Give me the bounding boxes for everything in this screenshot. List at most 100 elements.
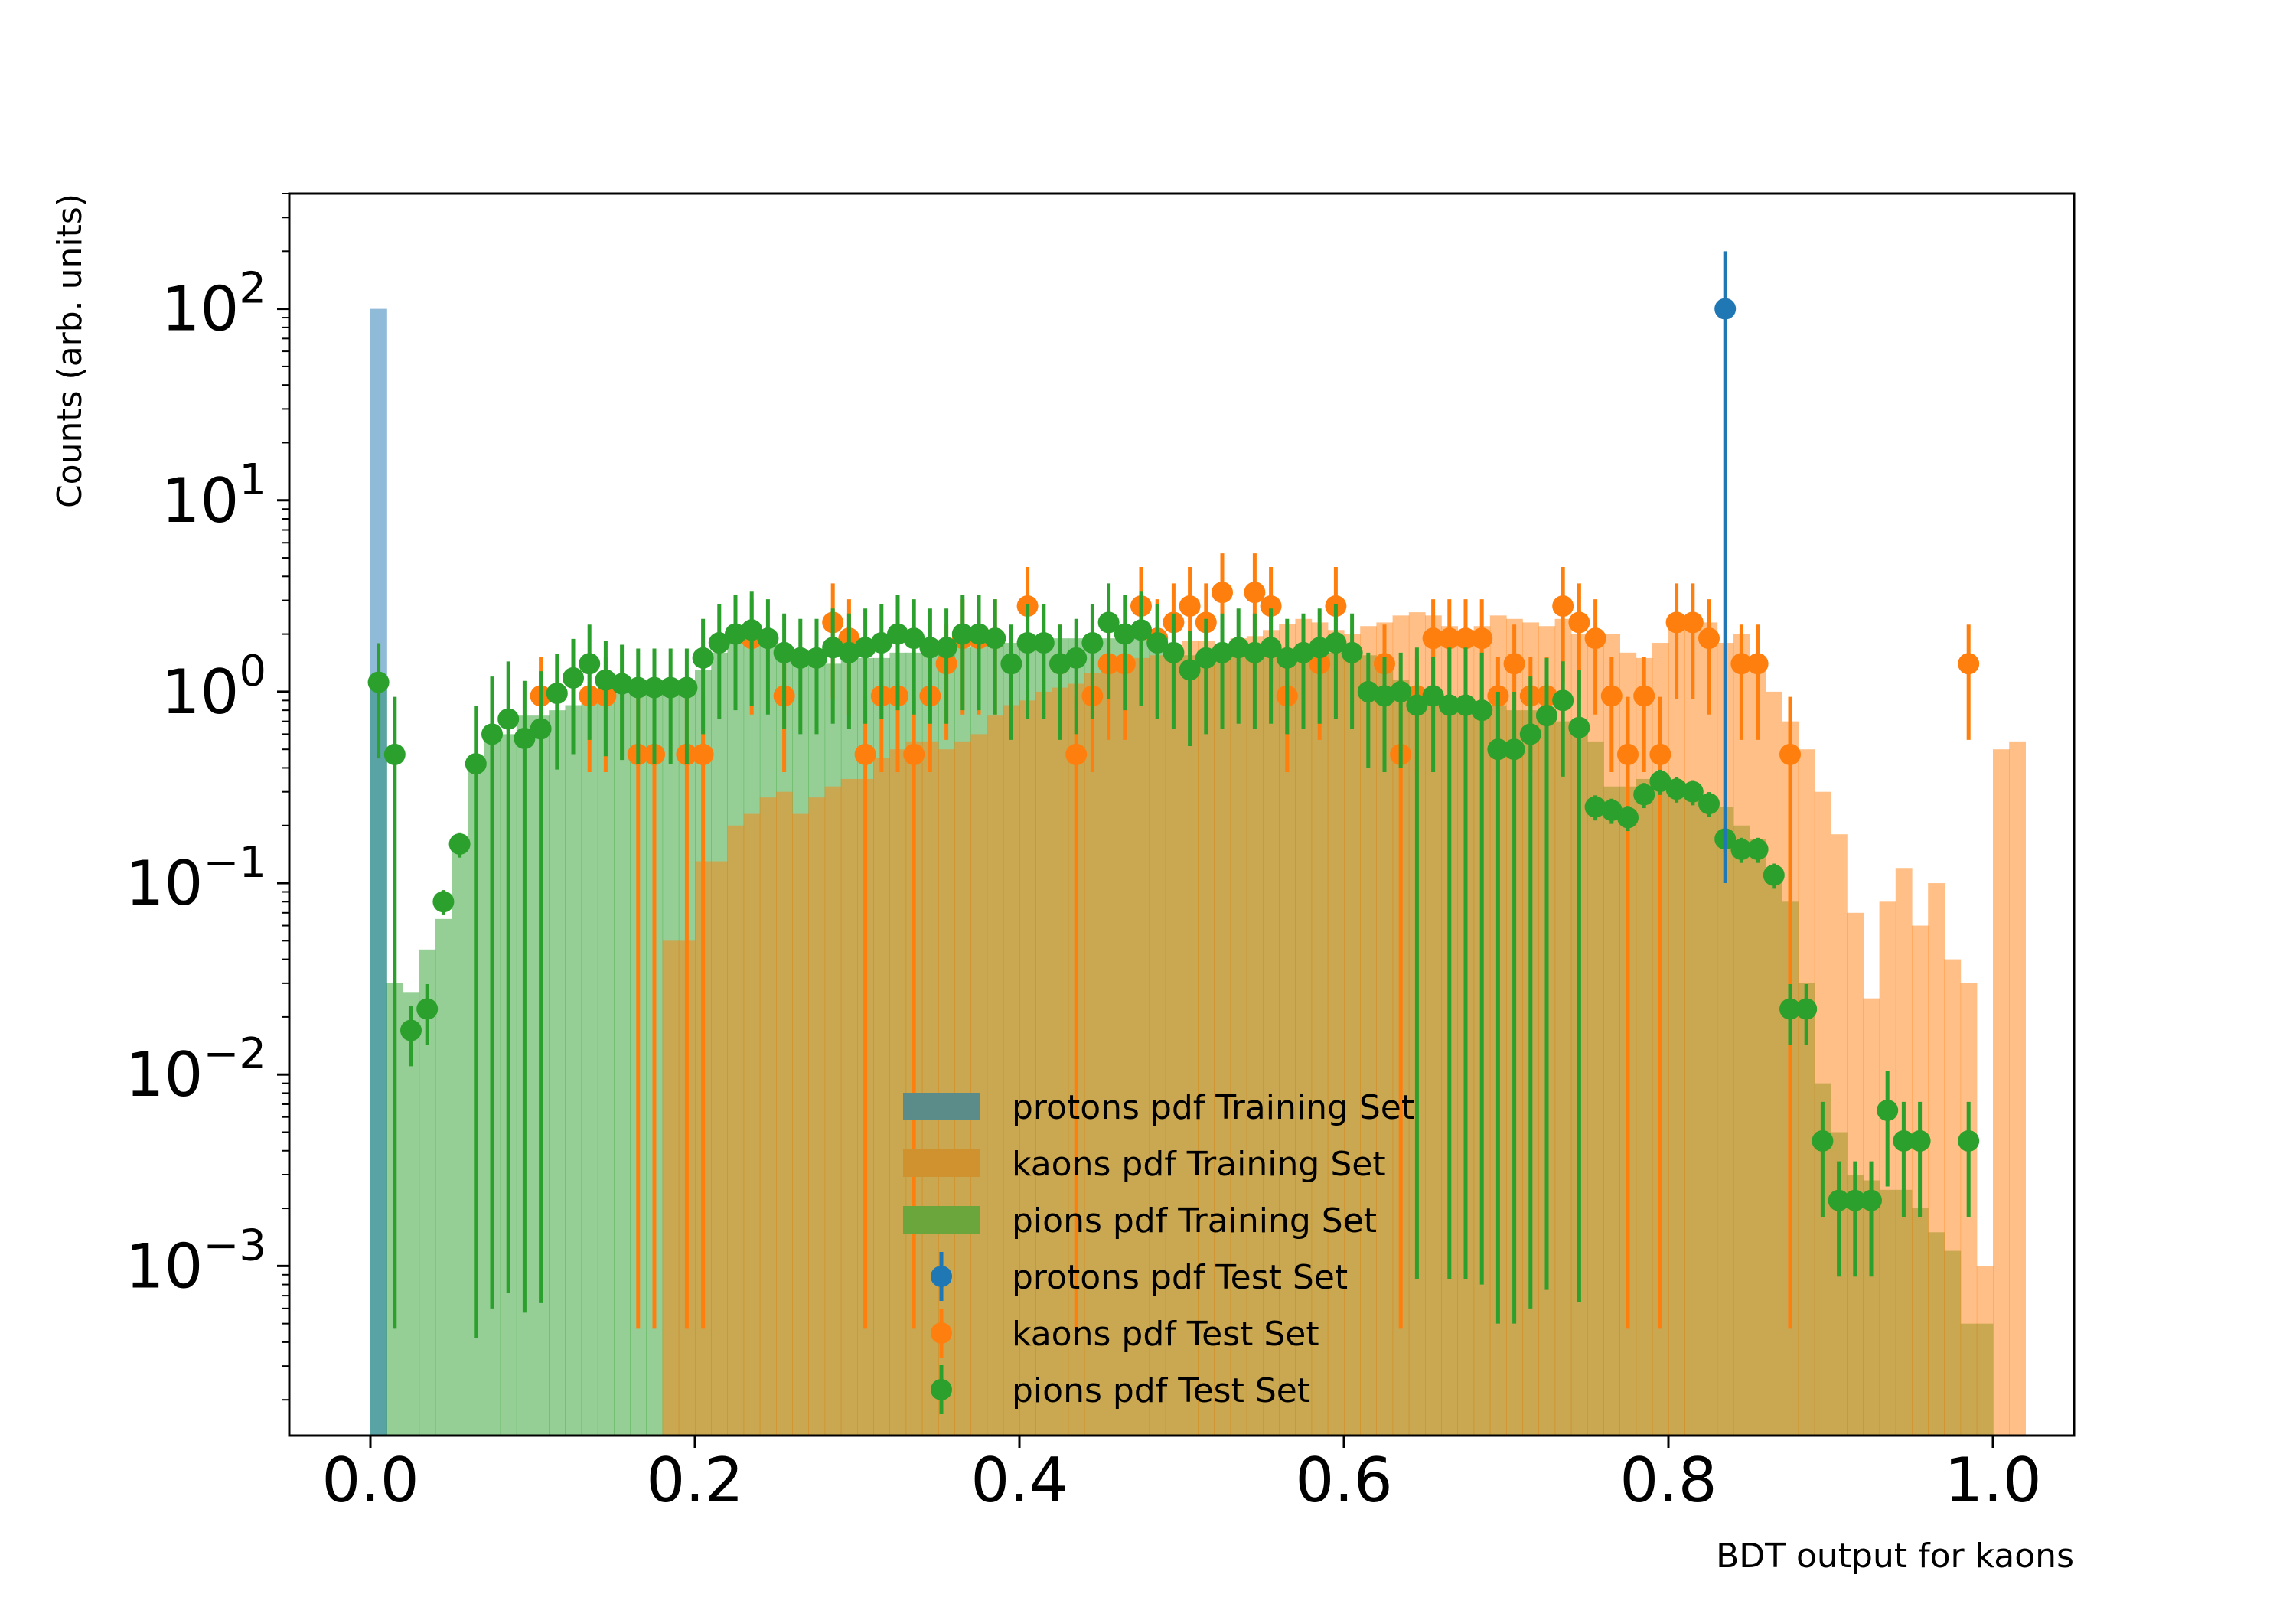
kaons-pdf-training-set-bin — [1198, 641, 1215, 1436]
kaons-pdf-test-set-point — [854, 743, 876, 765]
legend-entry-protons-pdf-test-set: protons pdf Test Set — [931, 1252, 1348, 1301]
pions-pdf-test-set-point — [757, 627, 779, 650]
pions-pdf-training-set-bin — [614, 687, 631, 1436]
kaons-pdf-test-set-point — [1568, 611, 1590, 634]
pions-pdf-test-set-point — [611, 673, 633, 695]
kaons-pdf-training-set-bin — [1149, 655, 1166, 1436]
pions-pdf-test-set-point — [1746, 839, 1769, 860]
kaons-pdf-training-set-bin — [1230, 638, 1247, 1436]
pions-pdf-test-set-point — [1763, 864, 1785, 886]
y-tick-base: 10 — [126, 1231, 204, 1302]
pions-pdf-test-set-point — [1730, 839, 1753, 860]
legend-swatch — [903, 1149, 980, 1177]
y-tick-exponent: −2 — [203, 1029, 266, 1079]
kaons-pdf-training-set-bin — [1344, 634, 1361, 1436]
pions-pdf-test-set-point — [1649, 771, 1671, 793]
y-tick-base: 10 — [161, 657, 240, 728]
pions-pdf-training-set-bin — [581, 691, 598, 1436]
pions-pdf-test-set-point — [1828, 1189, 1850, 1211]
pions-pdf-test-set-point — [725, 623, 746, 645]
pions-pdf-test-set-point — [1163, 641, 1185, 663]
legend: protons pdf Training Set kaons pdf Traini… — [903, 1088, 1414, 1414]
protons-pdf-test-set-point — [1714, 298, 1737, 320]
kaons-pdf-training-set-bin — [808, 797, 826, 1436]
pions-pdf-test-set-point — [1097, 611, 1120, 634]
legend-entry-pions-pdf-training-set: pions pdf Training Set — [903, 1201, 1377, 1240]
pions-pdf-test-set-point — [400, 1019, 422, 1041]
kaons-pdf-test-set-point — [1779, 743, 1801, 765]
pions-pdf-test-set-point — [1422, 685, 1444, 707]
x-tick-label: 1.0 — [1944, 1445, 2041, 1516]
kaons-pdf-training-set-bin — [1052, 687, 1069, 1436]
kaons-pdf-test-set-point — [1746, 653, 1769, 675]
kaons-pdf-test-set-point — [1730, 653, 1753, 675]
pions-pdf-test-set-point — [1195, 647, 1217, 669]
pions-pdf-test-set-point — [806, 647, 827, 669]
legend-label: pions pdf Training Set — [1012, 1201, 1377, 1240]
y-tick-exponent: −3 — [203, 1221, 266, 1270]
kaons-pdf-training-set-bin — [727, 825, 745, 1436]
x-axis-ticks: 0.0 0.2 0.4 0.6 0.8 1.0 — [321, 1436, 2042, 1516]
pions-pdf-test-set-point — [530, 718, 552, 740]
pions-pdf-test-set-point — [1276, 647, 1298, 669]
pions-pdf-test-set-point — [968, 623, 990, 645]
kaons-pdf-test-set-point — [1681, 611, 1704, 634]
pions-pdf-test-set-point — [692, 647, 714, 669]
y-tick-label: 100 — [161, 647, 266, 728]
x-tick-label: 0.8 — [1619, 1445, 1717, 1516]
pions-pdf-test-set-point — [1293, 641, 1314, 663]
pions-pdf-test-set-point — [1309, 637, 1331, 659]
legend-label: kaons pdf Training Set — [1012, 1145, 1386, 1184]
kaons-pdf-test-set-point — [1455, 627, 1476, 650]
legend-label: protons pdf Training Set — [1012, 1088, 1414, 1127]
pions-pdf-test-set-point — [1438, 694, 1460, 716]
kaons-pdf-training-set-bin — [1684, 622, 1701, 1436]
pions-pdf-test-set-point — [1032, 632, 1055, 654]
kaons-pdf-training-set-bin — [759, 797, 777, 1436]
kaons-pdf-training-set-bin — [1360, 626, 1377, 1436]
x-tick-label: 0.6 — [1295, 1445, 1392, 1516]
pions-pdf-test-set-point — [660, 676, 682, 699]
histogram-layer — [370, 308, 2026, 1436]
kaons-pdf-test-set-point — [1617, 743, 1639, 765]
kaons-pdf-test-set-point — [1584, 627, 1606, 650]
pions-pdf-test-set-point — [1357, 680, 1379, 702]
pions-pdf-test-set-point — [1390, 680, 1412, 702]
kaons-pdf-test-set-point — [1422, 627, 1444, 650]
kaons-pdf-training-set-bin — [1554, 618, 1572, 1436]
kaons-pdf-training-set-bin — [743, 813, 761, 1436]
pions-pdf-test-set-point — [1471, 699, 1493, 722]
kaons-pdf-training-set-bin — [954, 741, 971, 1436]
kaons-pdf-training-set-bin — [1928, 883, 1945, 1436]
plot-frame — [288, 192, 2076, 1437]
kaons-pdf-training-set-bin — [1376, 622, 1394, 1436]
kaons-pdf-training-set-bin — [987, 715, 1004, 1436]
pions-pdf-test-set-point — [579, 653, 601, 675]
y-tick-base: 10 — [126, 848, 204, 919]
pions-pdf-training-set-bin — [597, 687, 615, 1436]
legend-marker-swatch — [931, 1266, 952, 1287]
kaons-pdf-training-set-bin — [1214, 650, 1231, 1436]
kaons-pdf-training-set-bin — [1733, 634, 1750, 1436]
legend-swatch — [903, 1093, 980, 1120]
kaons-pdf-test-set-point — [1958, 653, 1980, 675]
legend-label: kaons pdf Test Set — [1012, 1315, 1319, 1354]
legend-label: pions pdf Test Set — [1012, 1371, 1310, 1410]
protons-pdf-test-set-series — [1714, 251, 1737, 884]
kaons-pdf-test-set-point — [1471, 627, 1493, 650]
protons-pdf-training-set-bin — [370, 308, 387, 1436]
pions-pdf-test-set-point — [1633, 784, 1655, 806]
kaons-pdf-test-set-point — [1503, 653, 1525, 675]
pions-pdf-test-set-point — [919, 637, 941, 659]
y-axis-title: Counts (arb. units) — [51, 194, 90, 508]
pions-pdf-test-set-point — [1584, 796, 1606, 818]
pions-pdf-test-set-point — [1016, 632, 1039, 654]
pions-pdf-training-set-bin — [435, 918, 452, 1436]
kaons-pdf-training-set-bin — [1425, 615, 1442, 1436]
pions-pdf-training-set-bin — [419, 949, 436, 1436]
pions-pdf-test-set-point — [1179, 659, 1201, 681]
pions-pdf-test-set-point — [1812, 1129, 1834, 1152]
kaons-pdf-training-set-histogram — [662, 612, 2026, 1436]
y-tick-label: 10−3 — [126, 1221, 266, 1302]
